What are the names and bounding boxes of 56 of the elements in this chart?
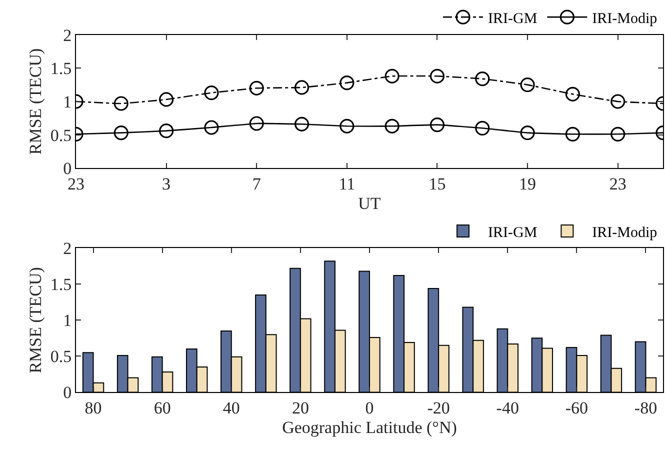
point: [565, 86, 580, 102]
point: [204, 86, 219, 100]
point: [159, 124, 174, 138]
x-tick-label: 19: [519, 174, 536, 194]
y-tick-label: 0.5: [50, 347, 72, 366]
x-tick-label: -40: [496, 398, 519, 418]
legend-label: IRI-Modip: [592, 224, 658, 241]
x-tick-label: 0: [365, 398, 374, 418]
x-tick-label: 40: [222, 398, 240, 418]
x-axis-title: Geographic Latitude (°N): [282, 418, 457, 437]
point: [249, 80, 264, 96]
point: [430, 118, 445, 132]
legend-label: IRI-Modip: [592, 10, 658, 27]
y-axis-title: RMSE (TECU): [26, 267, 45, 374]
x-tick-label: -80: [634, 398, 658, 418]
legend-label: IRI-GM: [488, 224, 538, 241]
x-tick-label: -60: [565, 398, 588, 418]
point: [114, 126, 128, 140]
point: [249, 116, 264, 131]
y-tick-label: 1: [63, 311, 72, 330]
y-tick-label: 0.5: [50, 126, 72, 145]
x-tick-label: 11: [338, 174, 356, 194]
x-tick-label: 7: [252, 174, 262, 194]
y-tick-label: 1.5: [50, 59, 72, 78]
point: [340, 118, 354, 134]
point: [475, 72, 490, 86]
x-tick-label: 15: [428, 174, 446, 194]
y-axis-title: RMSE (TECU): [26, 48, 45, 155]
point: [294, 116, 310, 132]
x-tick-label: 60: [154, 398, 171, 418]
point: [520, 126, 535, 140]
point: [430, 68, 445, 84]
x-tick-label: 80: [84, 398, 102, 418]
point: [159, 92, 174, 107]
y-tick-label: 1.5: [50, 275, 72, 294]
point: [114, 96, 128, 111]
x-tick-label: 23: [609, 174, 626, 194]
point: [204, 120, 219, 135]
point: [520, 78, 535, 92]
point: [475, 120, 490, 136]
x-axis-title: UT: [358, 194, 382, 213]
y-tick-label: 1: [63, 92, 72, 112]
legend-label: IRI-GM: [488, 10, 538, 27]
point: [384, 68, 400, 84]
x-tick-label: -20: [427, 398, 450, 418]
point: [565, 126, 580, 142]
point: [384, 118, 400, 134]
point: [294, 80, 310, 95]
y-tick-label: 2: [63, 239, 72, 258]
point: [610, 94, 626, 109]
point: [610, 126, 626, 142]
x-tick-label: 20: [292, 398, 309, 418]
point: [340, 76, 354, 90]
y-tick-label: 0: [63, 383, 72, 402]
y-tick-label: 2: [63, 26, 72, 45]
x-tick-label: 3: [162, 174, 171, 194]
